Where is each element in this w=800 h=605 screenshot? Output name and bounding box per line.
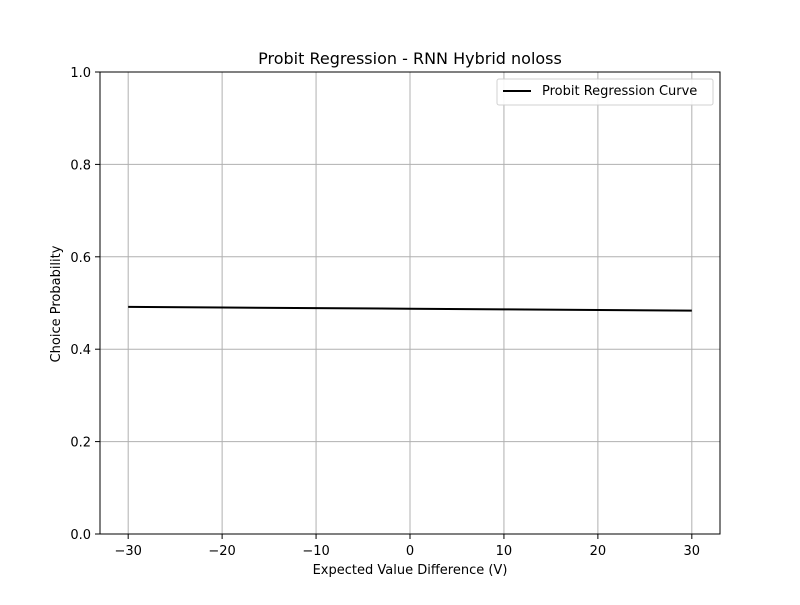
series-layer [128,305,692,312]
legend-frame [496,78,714,106]
x-tick-label: −30 [114,544,141,559]
chart-title: Probit Regression - RNN Hybrid noloss [258,49,562,68]
x-tick-label: 0 [406,544,414,559]
y-tick-label: 1.0 [70,66,91,81]
y-axis-label: Choice Probability [49,245,64,362]
x-tick-label: −10 [302,544,329,559]
x-tick-label: 20 [590,544,607,559]
x-tick-label: 10 [496,544,513,559]
y-tick-label: 0.6 [70,251,91,266]
y-tick-label: 0.4 [70,343,91,358]
y-tick-label: 0.2 [70,436,91,451]
x-tick-label: −20 [208,544,235,559]
y-axis-ticks: 0.0 0.2 0.4 0.6 0.8 1.0 [70,66,100,543]
grid [100,71,720,535]
y-tick-label: 0.0 [70,528,91,543]
legend-entry-label: Probit Regression Curve [542,84,697,99]
y-tick-label: 0.8 [70,158,91,173]
x-tick-label: 30 [684,544,701,559]
x-axis-ticks: −30 −20 −10 0 10 20 30 [114,534,700,559]
series-line-probit-regression-curve [128,305,692,312]
x-axis-label: Expected Value Difference (V) [313,563,508,578]
legend: Probit Regression Curve [496,78,714,106]
